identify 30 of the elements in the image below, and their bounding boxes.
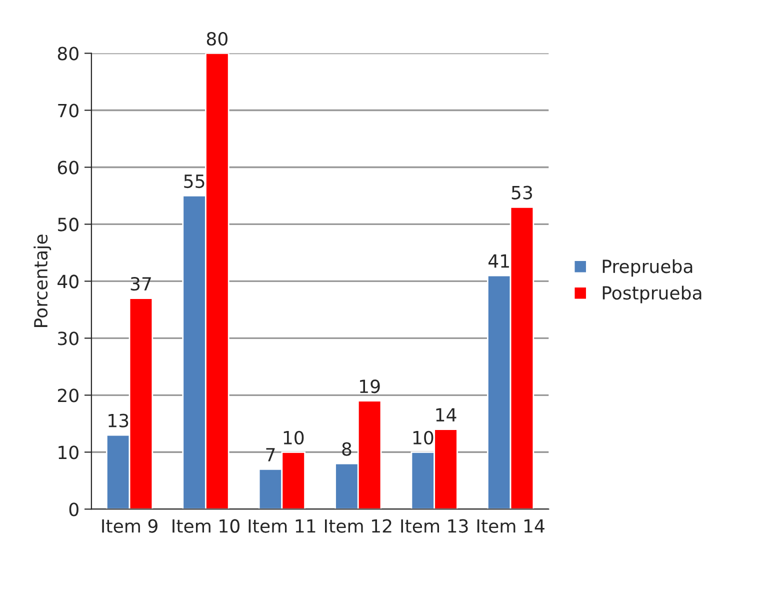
x-tick-label: Item 14: [477, 519, 544, 533]
legend-label: Postprueba: [602, 286, 702, 304]
data-label: 10: [413, 430, 434, 444]
data-label: 19: [360, 380, 380, 394]
data-label: 8: [342, 442, 352, 456]
y-tick-label: 30: [58, 332, 78, 346]
y-tick-label: 70: [58, 104, 78, 118]
data-label: 41: [488, 254, 509, 268]
legend-label: Preprueba: [602, 259, 692, 277]
y-tick-label: 40: [58, 274, 78, 288]
y-tick-label: 80: [58, 46, 78, 60]
x-tick-label: Item 13: [401, 519, 468, 533]
y-tick-label: 50: [58, 218, 78, 232]
x-tick-label: Item 12: [325, 519, 392, 533]
y-tick-label: 0: [69, 502, 78, 516]
data-label: 13: [108, 414, 128, 428]
y-tick-label: 20: [58, 388, 78, 402]
data-label: 14: [436, 408, 456, 422]
y-tick-label: 60: [58, 160, 78, 174]
data-label: 53: [512, 186, 532, 200]
y-tick-label: 10: [58, 446, 78, 460]
data-label: 80: [206, 32, 228, 46]
data-label: 55: [184, 174, 204, 188]
x-tick-label: Item 9: [102, 519, 158, 533]
x-tick-label: Item 11: [248, 519, 316, 533]
x-tick-label: Item 10: [172, 519, 240, 533]
data-label: 10: [284, 430, 304, 444]
y-axis-title: Porcentaje: [34, 234, 52, 327]
data-label: 7: [266, 448, 275, 462]
data-label: 37: [130, 276, 151, 291]
